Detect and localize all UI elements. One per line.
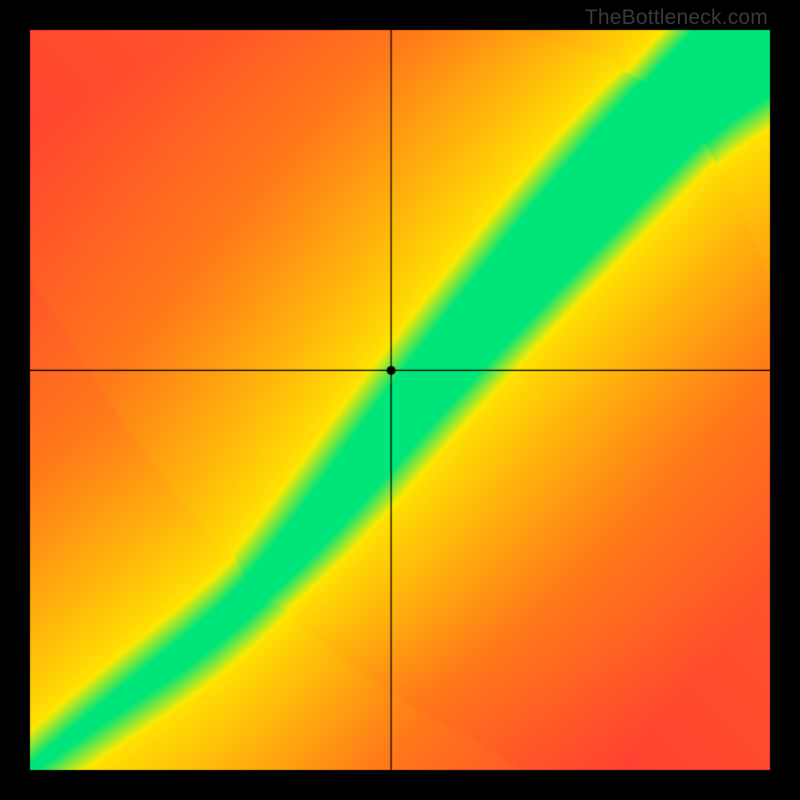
watermark-text: TheBottleneck.com bbox=[585, 6, 768, 30]
chart-container: TheBottleneck.com bbox=[0, 0, 800, 800]
heatmap-canvas bbox=[0, 0, 800, 800]
